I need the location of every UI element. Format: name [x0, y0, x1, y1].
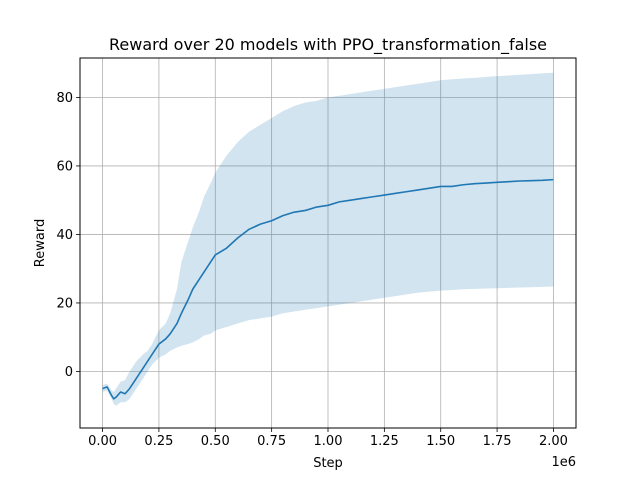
mean-line — [102, 178, 554, 400]
mean-reward-line — [102, 178, 554, 400]
y-tick-label: 40 — [56, 228, 73, 243]
x-tick-label: 0.75 — [257, 434, 286, 449]
y-tick-label: 20 — [56, 296, 73, 311]
x-tick-label: 1.00 — [314, 434, 343, 449]
x-tick-label: 0.00 — [88, 434, 117, 449]
grid — [80, 58, 576, 428]
x-tick-label: 0.50 — [201, 434, 230, 449]
y-axis-label: Reward — [33, 219, 48, 267]
x-tick-label: 0.25 — [144, 434, 173, 449]
x-tick-label: 2.00 — [539, 434, 568, 449]
x-tick-label: 1.50 — [426, 434, 455, 449]
y-tick-label: 0 — [65, 365, 73, 380]
std-band-area — [102, 72, 554, 406]
y-tick-label: 60 — [56, 159, 73, 174]
x-tick-label: 1.25 — [370, 434, 399, 449]
x-axis-multiplier: 1e6 — [551, 455, 576, 470]
axis-ticks: 0.00 0.25 0.50 0.75 1.00 1.25 1.50 1.75 2.00 0 20 4… — [56, 91, 567, 449]
chart-title: Reward over 20 models with PPO_transform… — [109, 35, 547, 55]
x-axis-label: Step — [313, 456, 343, 471]
y-tick-label: 80 — [56, 91, 73, 106]
std-band — [102, 72, 554, 406]
x-tick-label: 1.75 — [483, 434, 512, 449]
